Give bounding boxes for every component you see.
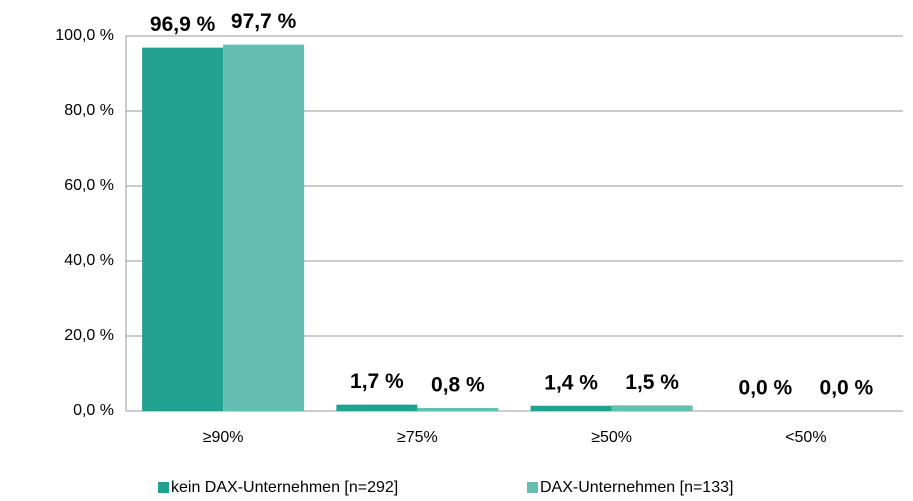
bar: [336, 404, 418, 411]
value-label: 0,0 %: [739, 377, 793, 400]
bar: [223, 44, 305, 411]
legend-label: kein DAX-Unternehmen [n=292]: [171, 479, 398, 496]
y-tick-label: 60,0 %: [64, 177, 114, 194]
y-tick-label: 40,0 %: [64, 252, 114, 269]
bar: [417, 408, 499, 411]
value-label: 1,4 %: [544, 371, 598, 394]
x-tick-label: ≥75%: [397, 429, 438, 446]
value-label: 0,0 %: [820, 377, 874, 400]
legend-label: DAX-Unternehmen [n=133]: [540, 479, 733, 496]
y-tick-label: 100,0 %: [55, 27, 114, 44]
x-tick-label: ≥90%: [203, 429, 244, 446]
bar: [611, 405, 693, 411]
value-label: 1,5 %: [625, 371, 679, 394]
y-tick-label: 80,0 %: [64, 102, 114, 119]
legend-swatch: [527, 482, 538, 493]
x-tick-label: ≥50%: [591, 429, 632, 446]
value-label: 1,7 %: [350, 370, 404, 393]
legend-swatch: [158, 482, 169, 493]
bar: [142, 47, 224, 411]
value-label: 0,8 %: [431, 374, 485, 397]
value-label: 97,7 %: [231, 10, 297, 33]
y-tick-label: 0,0 %: [73, 402, 114, 419]
y-tick-label: 20,0 %: [64, 327, 114, 344]
x-tick-label: <50%: [785, 429, 826, 446]
bar: [530, 405, 612, 411]
value-label: 96,9 %: [150, 13, 216, 36]
